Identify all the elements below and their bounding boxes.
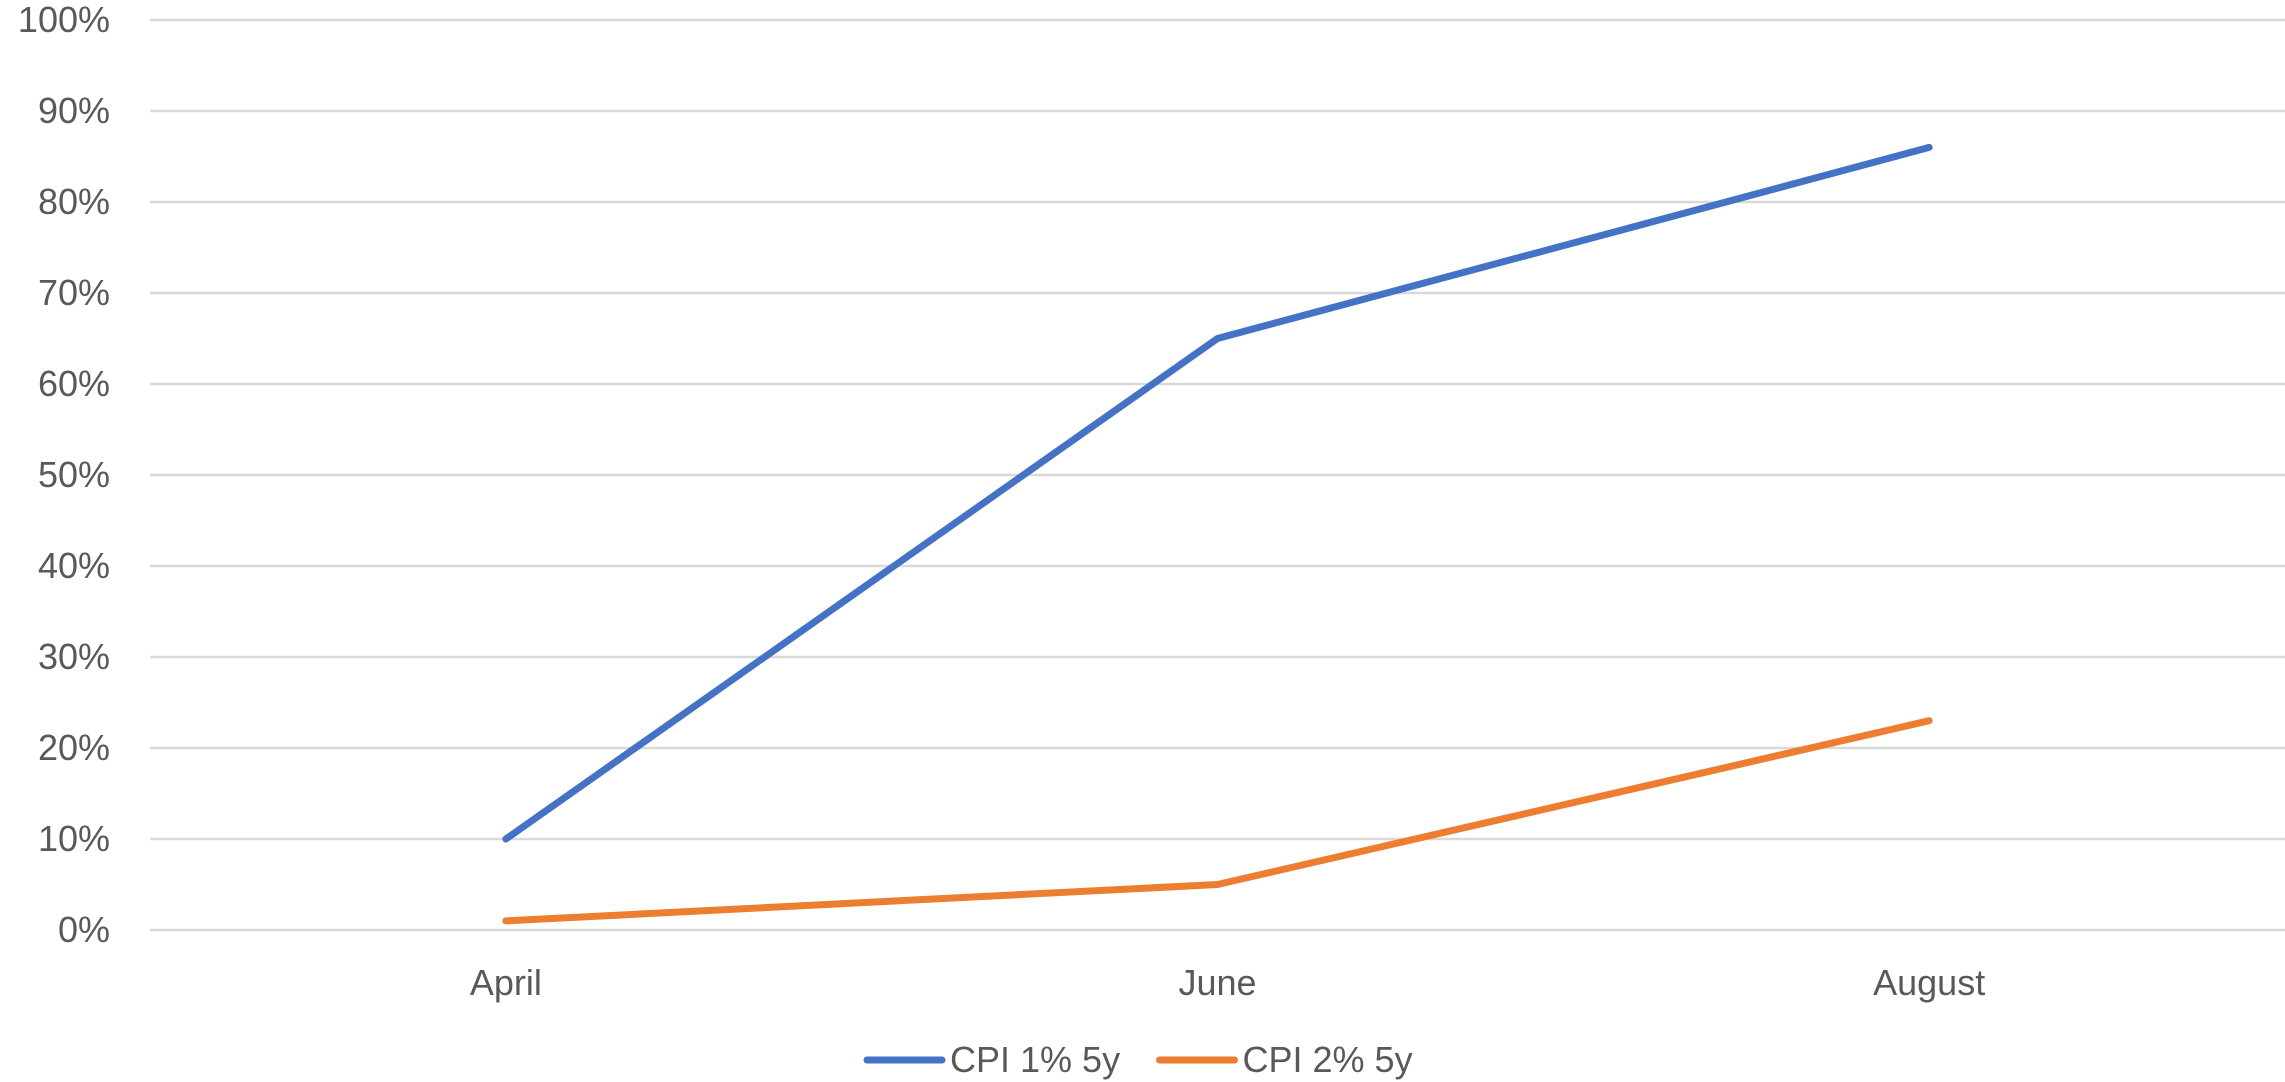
y-tick-label: 50% [38,454,110,495]
series-line [502,143,1933,843]
x-tick-label: August [1873,962,1985,1003]
series-line [502,717,1933,925]
legend-item: CPI 1% 5y [863,1039,1120,1080]
y-tick-label: 20% [38,727,110,768]
y-tick-label: 60% [38,363,110,404]
x-axis-tick-labels: April June August [470,962,1985,1003]
series-lines [502,143,1933,925]
y-axis-tick-labels: 0% 10% 20% 30% 40% 50% 60% 70% 80% 90% 100% [18,0,110,950]
legend: CPI 1% 5y CPI 2% 5y [863,1039,1413,1080]
y-tick-label: 40% [38,545,110,586]
y-tick-label: 70% [38,272,110,313]
gridlines [150,18,2285,932]
legend-item: CPI 2% 5y [1156,1039,1413,1080]
legend-label: CPI 1% 5y [950,1039,1120,1080]
y-tick-label: 100% [18,0,110,40]
y-tick-label: 80% [38,181,110,222]
y-tick-label: 10% [38,818,110,859]
legend-label: CPI 2% 5y [1243,1039,1413,1080]
x-tick-label: June [1178,962,1256,1003]
x-tick-label: April [470,962,542,1003]
y-tick-label: 90% [38,90,110,131]
y-tick-label: 0% [58,909,110,950]
y-tick-label: 30% [38,636,110,677]
